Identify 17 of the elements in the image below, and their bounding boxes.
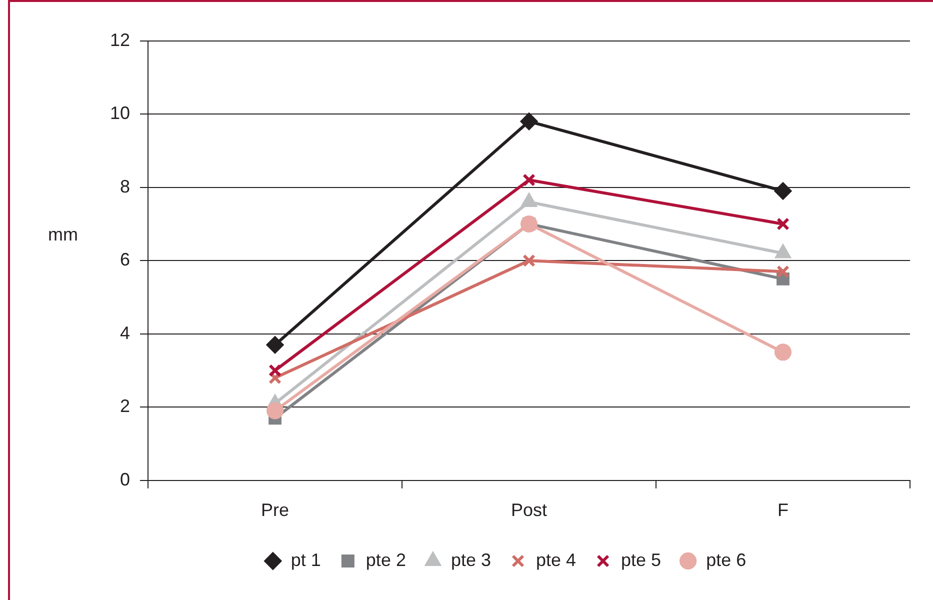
legend-label: pte 6: [706, 550, 746, 570]
x-tick-label: Pre: [261, 500, 290, 520]
y-tick-label: 4: [120, 322, 130, 343]
y-tick-label: 0: [120, 469, 130, 490]
legend-label: pte 4: [536, 550, 576, 570]
legend-label: pte 2: [366, 550, 406, 570]
legend-label: pt 1: [290, 550, 321, 570]
y-tick-label: 2: [120, 396, 130, 416]
y-tick-label: 6: [120, 250, 130, 270]
y-tick-label: 8: [120, 176, 130, 196]
legend-label: pte 3: [450, 550, 492, 570]
y-tick-label: 10: [110, 103, 130, 124]
legend-label: pte 5: [621, 550, 662, 570]
y-axis-title: mm: [48, 224, 78, 245]
x-tick-label: F: [778, 500, 789, 520]
y-tick-label: 12: [110, 30, 130, 50]
x-tick-label: Post: [510, 500, 548, 520]
